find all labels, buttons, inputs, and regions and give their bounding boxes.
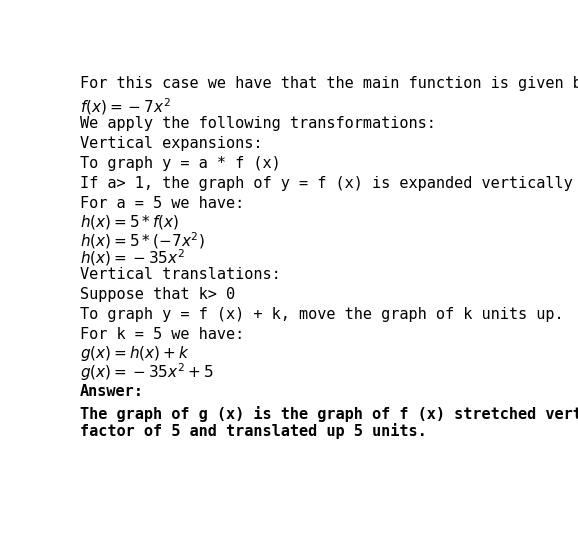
Text: To graph y = f (x) + k, move the graph of k units up.: To graph y = f (x) + k, move the graph o…	[80, 307, 564, 323]
Text: The graph of g (x) is the graph of f (x) stretched vertically by a: The graph of g (x) is the graph of f (x)…	[80, 406, 578, 422]
Text: If a> 1, the graph of y = f (x) is expanded vertically by a factor a.: If a> 1, the graph of y = f (x) is expan…	[80, 177, 578, 191]
Text: To graph y = a * f (x): To graph y = a * f (x)	[80, 157, 281, 172]
Text: factor of 5 and translated up 5 units.: factor of 5 and translated up 5 units.	[80, 423, 427, 439]
Text: $h(x) = 5 * f(x)$: $h(x) = 5 * f(x)$	[80, 214, 180, 231]
Text: $h(x) = -35x^2$: $h(x) = -35x^2$	[80, 247, 185, 268]
Text: Suppose that k> 0: Suppose that k> 0	[80, 287, 235, 302]
Text: $h(x) = 5 * (-7x^2)$: $h(x) = 5 * (-7x^2)$	[80, 230, 205, 251]
Text: $g(x) = h(x) + k$: $g(x) = h(x) + k$	[80, 344, 190, 363]
Text: For k = 5 we have:: For k = 5 we have:	[80, 328, 244, 342]
Text: Answer:: Answer:	[80, 385, 144, 399]
Text: Vertical expansions:: Vertical expansions:	[80, 136, 262, 151]
Text: Vertical translations:: Vertical translations:	[80, 267, 281, 282]
Text: For a = 5 we have:: For a = 5 we have:	[80, 196, 244, 211]
Text: $f(x) = -7x^2$: $f(x) = -7x^2$	[80, 96, 171, 117]
Text: We apply the following transformations:: We apply the following transformations:	[80, 116, 436, 131]
Text: $g(x) = -35x^2 + 5$: $g(x) = -35x^2 + 5$	[80, 361, 213, 383]
Text: For this case we have that the main function is given by:: For this case we have that the main func…	[80, 77, 578, 91]
